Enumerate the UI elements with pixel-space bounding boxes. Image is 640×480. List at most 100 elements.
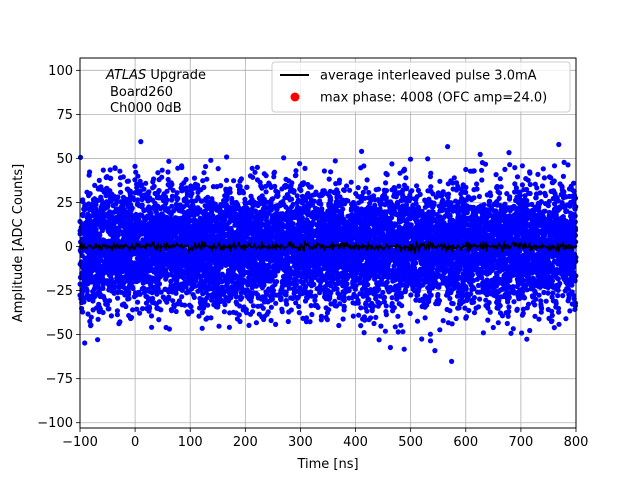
scatter-point bbox=[467, 168, 474, 174]
scatter-point bbox=[561, 159, 567, 165]
scatter-point bbox=[226, 324, 232, 330]
scatter-point bbox=[357, 291, 363, 297]
scatter-point bbox=[130, 307, 136, 313]
scatter-point bbox=[281, 155, 287, 161]
scatter-point bbox=[463, 314, 469, 320]
scatter-point bbox=[553, 300, 559, 307]
scatter-point bbox=[541, 289, 547, 296]
scatter-point bbox=[511, 299, 517, 305]
scatter-point bbox=[209, 297, 215, 303]
scatter-point bbox=[428, 184, 434, 190]
scatter-point bbox=[475, 304, 482, 310]
scatter-point bbox=[95, 316, 101, 322]
scatter-point bbox=[401, 271, 407, 277]
scatter-point bbox=[148, 313, 155, 319]
scatter-point bbox=[134, 306, 140, 312]
scatter-point bbox=[556, 309, 562, 315]
scatter-point bbox=[300, 315, 306, 321]
scatter-point bbox=[427, 338, 434, 344]
scatter-point bbox=[499, 313, 506, 319]
scatter-point bbox=[453, 198, 459, 204]
scatter-point bbox=[293, 300, 299, 306]
scatter-point bbox=[246, 322, 252, 328]
scatter-point bbox=[563, 316, 569, 322]
scatter-point bbox=[471, 295, 477, 301]
scatter-point bbox=[327, 293, 333, 299]
scatter-point bbox=[505, 311, 511, 317]
scatter-point bbox=[316, 200, 322, 206]
scatter-point bbox=[135, 299, 141, 305]
scatter-point bbox=[117, 168, 123, 174]
scatter-point bbox=[279, 309, 285, 315]
scatter-point bbox=[373, 187, 379, 193]
scatter-point bbox=[155, 170, 161, 176]
scatter-point bbox=[117, 175, 124, 181]
scatter-point bbox=[231, 178, 237, 184]
scatter-point bbox=[132, 163, 138, 169]
scatter-point bbox=[572, 205, 578, 211]
scatter-point bbox=[493, 172, 499, 178]
scatter-point bbox=[347, 187, 353, 193]
scatter-point bbox=[221, 299, 227, 305]
scatter-point bbox=[543, 298, 549, 304]
scatter-point bbox=[149, 324, 155, 330]
scatter-point bbox=[253, 283, 259, 289]
scatter-point bbox=[135, 173, 141, 179]
scatter-point bbox=[100, 167, 106, 173]
scatter-point bbox=[326, 201, 332, 207]
scatter-point bbox=[249, 309, 256, 315]
scatter-point bbox=[487, 198, 493, 204]
scatter-point bbox=[156, 317, 162, 323]
scatter-point bbox=[366, 189, 372, 196]
scatter-point bbox=[326, 176, 332, 182]
scatter-point bbox=[493, 208, 499, 214]
scatter-point bbox=[519, 163, 526, 169]
scatter-point bbox=[361, 330, 367, 336]
scatter-point bbox=[541, 175, 548, 181]
scatter-point bbox=[286, 309, 292, 315]
scatter-point bbox=[103, 193, 109, 199]
scatter-point bbox=[348, 179, 354, 185]
scatter-point bbox=[551, 325, 557, 331]
scatter-point bbox=[158, 289, 164, 295]
scatter-point bbox=[479, 177, 485, 183]
scatter-point bbox=[224, 154, 230, 160]
scatter-point bbox=[190, 279, 196, 285]
scatter-point bbox=[90, 298, 96, 304]
scatter-point bbox=[247, 289, 253, 295]
scatter-point bbox=[545, 290, 551, 296]
scatter-point bbox=[292, 173, 298, 179]
scatter-point bbox=[485, 317, 491, 323]
scatter-point bbox=[419, 336, 425, 342]
scatter-point bbox=[502, 166, 508, 172]
scatter-point bbox=[504, 320, 510, 327]
scatter-point bbox=[414, 292, 420, 298]
scatter-point bbox=[321, 168, 327, 174]
scatter-point bbox=[271, 174, 277, 180]
scatter-point bbox=[403, 175, 409, 181]
scatter-point bbox=[106, 306, 112, 312]
scatter-point bbox=[520, 310, 526, 316]
scatter-point bbox=[426, 289, 432, 295]
scatter-point bbox=[201, 170, 207, 176]
scatter-point bbox=[401, 346, 407, 352]
scatter-point bbox=[115, 194, 121, 200]
scatter-point bbox=[191, 294, 197, 300]
scatter-point bbox=[392, 324, 398, 330]
scatter-point bbox=[253, 320, 259, 326]
scatter-point bbox=[346, 295, 352, 301]
scatter-point bbox=[475, 282, 482, 289]
scatter-point bbox=[205, 302, 211, 308]
scatter-point bbox=[108, 313, 114, 319]
scatter-point bbox=[303, 283, 309, 289]
scatter-point bbox=[532, 313, 538, 319]
scatter-point bbox=[427, 331, 433, 337]
scatter-point bbox=[92, 182, 98, 188]
scatter-point bbox=[381, 187, 387, 193]
scatter-point bbox=[114, 312, 120, 318]
scatter-point bbox=[196, 313, 202, 319]
scatter-point bbox=[96, 177, 102, 183]
scatter-point bbox=[462, 305, 468, 311]
scatter-point bbox=[175, 165, 181, 171]
scatter-point bbox=[201, 302, 207, 308]
